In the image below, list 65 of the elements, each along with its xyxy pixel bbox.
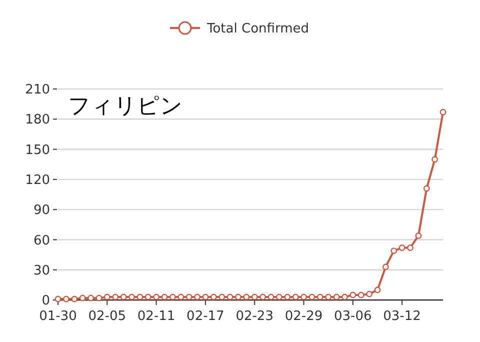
y-tick-label: 60 [33,233,50,248]
chart-title: フィリピン [68,94,183,119]
point [96,294,102,302]
point [235,294,242,300]
point [62,296,70,302]
point [300,294,307,300]
point [136,294,144,300]
point [218,294,226,300]
y-tick-label: 30 [33,263,50,278]
y-tick-label: 150 [25,142,50,158]
x-tick-label: 02-17 [186,309,224,324]
point [71,296,78,302]
x-tick-label: 02-29 [284,309,323,324]
point [128,294,135,300]
point [316,294,324,300]
point [358,292,364,298]
x-tick-label: 03-12 [383,309,421,324]
y-tick-label: 180 [25,112,50,128]
point [308,294,316,300]
point [153,294,160,300]
point [440,108,446,116]
y-tick-label: 120 [25,172,50,188]
point [104,294,110,300]
point [390,248,398,254]
point [161,294,168,300]
point [186,294,192,300]
point [382,264,389,270]
y-tick-label: 0 [42,294,50,309]
point [333,294,340,300]
point [398,244,406,251]
y-tick-label: 90 [33,203,50,218]
x-tick-label: 03-06 [334,309,372,324]
point [112,294,119,300]
point [243,294,250,300]
point [202,294,209,300]
point [292,294,299,300]
x-tick-label: 02-05 [88,309,126,324]
point [194,294,200,300]
point [79,294,86,302]
point [276,294,282,300]
point [260,294,266,300]
y-tick-label: 210 [25,82,50,98]
point [178,294,184,300]
x-tick-label: 02-11 [137,309,176,324]
point [120,294,127,300]
point [284,294,291,300]
legend-label: Total Confirmed [206,22,309,37]
point [432,156,438,163]
x-tick-label: 02-23 [236,309,274,324]
point [366,290,372,298]
point [144,294,152,300]
point [169,294,176,300]
point [350,292,356,298]
x-tick-label: 01-30 [39,309,77,324]
point [251,294,258,300]
point [342,294,348,300]
point [407,244,414,251]
point [226,294,234,300]
point [325,294,332,300]
point [268,294,274,300]
point [88,294,94,302]
point [374,286,381,294]
point [423,185,430,192]
point [210,294,217,300]
point [415,232,422,239]
